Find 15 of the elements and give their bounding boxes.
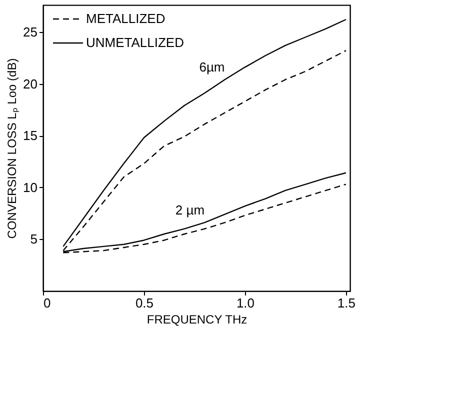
x-tick-label: 0 xyxy=(44,296,51,310)
legend-label: METALLIZED xyxy=(86,11,166,26)
annotation: 2 µm xyxy=(175,202,205,218)
y-tick-label: 25 xyxy=(23,24,38,40)
annotation: 6µm xyxy=(199,60,225,75)
x-tick-label: 0.5 xyxy=(135,296,154,310)
y-tick-label: 20 xyxy=(23,76,38,92)
y-tick-label: 15 xyxy=(23,128,38,144)
x-tick-label: 1.0 xyxy=(236,296,255,310)
y-tick-label: 10 xyxy=(23,180,38,195)
x-axis-title: FREQUENCY THz xyxy=(146,312,248,326)
legend-label: UNMETALLIZED xyxy=(86,35,184,50)
x-tick-label: 1.5 xyxy=(337,296,356,310)
y-tick-label: 5 xyxy=(30,232,38,247)
y-axis-title: CONVERSION LOSS Lₚ Loo (dB) xyxy=(5,58,20,239)
